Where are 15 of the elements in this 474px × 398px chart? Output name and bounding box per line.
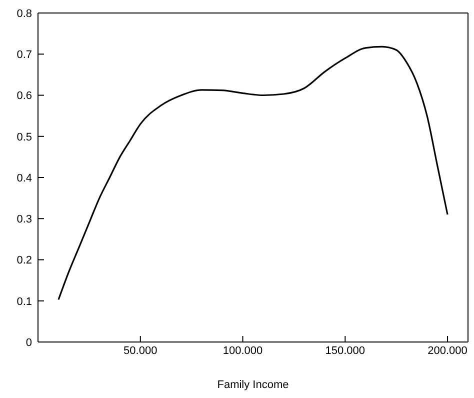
y-tick-label: 0.3 [16, 214, 32, 226]
y-tick-label: 0.6 [16, 90, 32, 102]
y-tick-label: 0.4 [16, 172, 32, 184]
y-tick-label: 0.2 [16, 254, 32, 267]
y-tick-label: 0 [26, 336, 32, 349]
y-tick-label: 0.5 [16, 131, 32, 144]
y-tick-label: 0.8 [16, 8, 32, 20]
x-tick-label: 100.000 [222, 344, 263, 357]
x-axis-title: Family Income [217, 379, 289, 391]
y-tick-label: 0.7 [16, 49, 32, 62]
x-tick-label: 200.000 [428, 344, 468, 357]
line-series [58, 46, 448, 300]
x-tick-label: 150.000 [325, 344, 366, 357]
y-tick-label: 0.1 [16, 296, 32, 308]
x-tick-label: 50.000 [124, 344, 158, 357]
